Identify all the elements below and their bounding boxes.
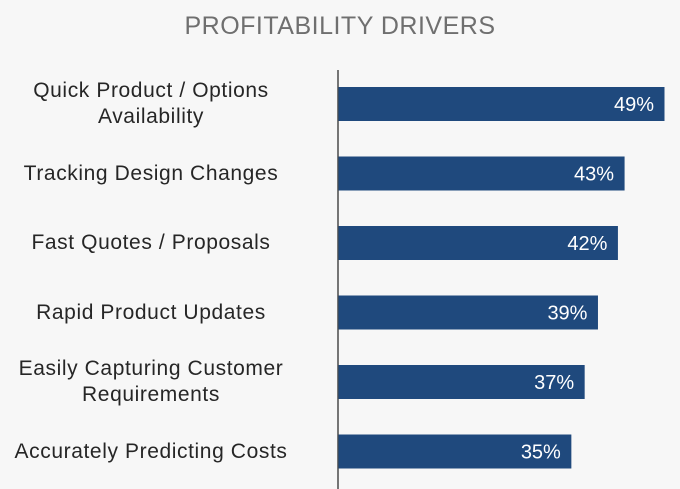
bar-value-label: 43% — [574, 164, 614, 186]
category-label: Accurately Predicting Costs — [0, 439, 316, 465]
category-label: Quick Product / Options Availability — [0, 78, 316, 130]
category-label-line: Tracking Design Changes — [23, 161, 279, 185]
bar-value-label: 35% — [521, 442, 561, 464]
bar — [338, 365, 585, 399]
category-label-line: Requirements — [82, 383, 220, 406]
bar-value-label: 49% — [614, 94, 654, 116]
category-label: Rapid Product Updates — [0, 300, 316, 326]
bar — [338, 295, 598, 330]
category-label: Tracking Design Changes — [0, 161, 316, 187]
category-label-line: Fast Quotes / Proposals — [31, 231, 271, 254]
bar-value-label: 37% — [534, 372, 574, 394]
bar — [338, 87, 665, 121]
category-label-line: Easily Capturing Customer — [18, 357, 284, 380]
chart-title: PROFITABILITY DRIVERS — [184, 12, 496, 40]
category-label-line: Availability — [97, 105, 205, 128]
category-label-line: Rapid Product Updates — [36, 300, 266, 324]
category-label: Fast Quotes / Proposals — [0, 230, 316, 256]
bar-value-label: 39% — [547, 303, 587, 325]
category-label: Easily Capturing Customer Requirements — [0, 356, 316, 408]
bar — [338, 434, 572, 469]
bar — [338, 226, 618, 260]
category-label-line: Accurately Predicting Costs — [14, 439, 288, 463]
bar — [338, 156, 625, 191]
category-label-line: Quick Product / Options — [33, 79, 269, 102]
bar-value-label: 42% — [567, 233, 607, 255]
